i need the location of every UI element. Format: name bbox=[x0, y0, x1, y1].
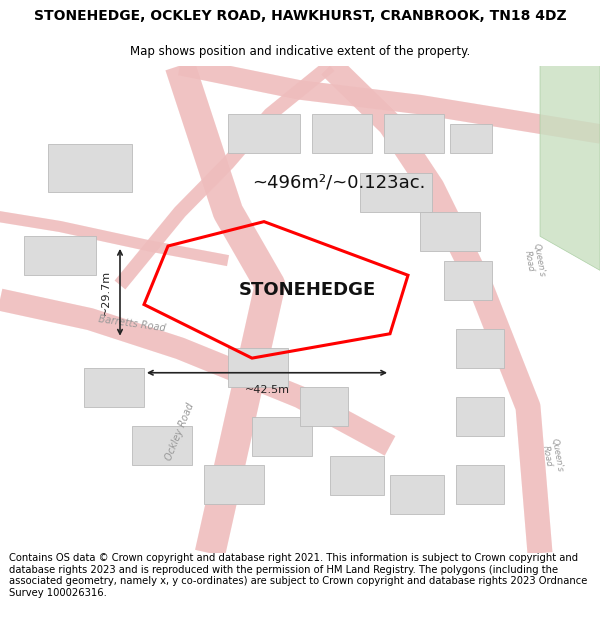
Polygon shape bbox=[300, 388, 348, 426]
Polygon shape bbox=[390, 475, 444, 514]
Polygon shape bbox=[384, 114, 444, 153]
Polygon shape bbox=[24, 236, 96, 275]
Polygon shape bbox=[444, 261, 492, 299]
Text: Contains OS data © Crown copyright and database right 2021. This information is : Contains OS data © Crown copyright and d… bbox=[9, 553, 587, 598]
Polygon shape bbox=[456, 397, 504, 436]
Text: Map shows position and indicative extent of the property.: Map shows position and indicative extent… bbox=[130, 45, 470, 58]
Polygon shape bbox=[456, 466, 504, 504]
Polygon shape bbox=[450, 124, 492, 153]
Polygon shape bbox=[48, 144, 132, 192]
Polygon shape bbox=[312, 114, 372, 153]
Text: STONEHEDGE: STONEHEDGE bbox=[238, 281, 376, 299]
Text: ~42.5m: ~42.5m bbox=[245, 385, 290, 395]
Text: ~496m²/~0.123ac.: ~496m²/~0.123ac. bbox=[252, 174, 425, 192]
Polygon shape bbox=[540, 66, 600, 271]
Polygon shape bbox=[456, 329, 504, 368]
Polygon shape bbox=[204, 466, 264, 504]
Polygon shape bbox=[228, 114, 300, 153]
Text: ~29.7m: ~29.7m bbox=[101, 270, 111, 315]
Polygon shape bbox=[228, 348, 288, 388]
Text: Queen's
Road: Queen's Road bbox=[521, 242, 547, 279]
Polygon shape bbox=[420, 212, 480, 251]
Text: Barretts Road: Barretts Road bbox=[98, 314, 166, 334]
Polygon shape bbox=[330, 456, 384, 494]
Polygon shape bbox=[360, 173, 432, 212]
Text: Ockley Road: Ockley Road bbox=[164, 401, 196, 461]
Polygon shape bbox=[132, 426, 192, 466]
Text: Queen's
Road: Queen's Road bbox=[539, 438, 565, 474]
Text: STONEHEDGE, OCKLEY ROAD, HAWKHURST, CRANBROOK, TN18 4DZ: STONEHEDGE, OCKLEY ROAD, HAWKHURST, CRAN… bbox=[34, 9, 566, 23]
Polygon shape bbox=[252, 417, 312, 456]
Polygon shape bbox=[84, 368, 144, 407]
